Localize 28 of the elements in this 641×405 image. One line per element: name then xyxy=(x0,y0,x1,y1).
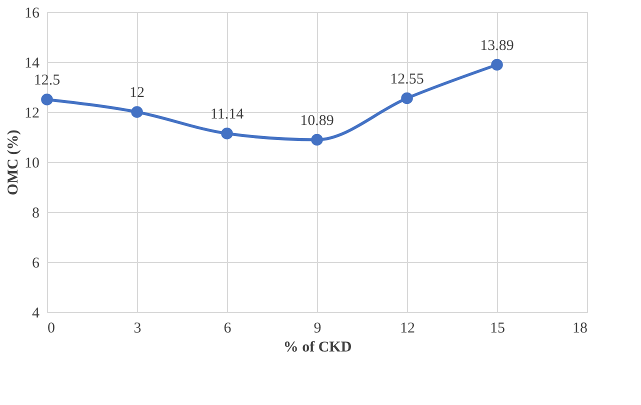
data-label: 12 xyxy=(130,85,144,101)
y-tick-label: 16 xyxy=(24,6,40,22)
data-label: 13.89 xyxy=(480,38,514,54)
y-tick-label: 12 xyxy=(24,106,40,122)
x-tick-label: 9 xyxy=(314,320,322,336)
x-tick-label: 0 xyxy=(48,320,55,336)
y-tick-label: 6 xyxy=(32,256,40,272)
x-tick-label: 12 xyxy=(400,320,415,336)
point xyxy=(401,92,413,104)
x-tick-label: 6 xyxy=(224,320,232,336)
data-label: 10.89 xyxy=(300,112,334,129)
data-label: 11.14 xyxy=(210,106,244,122)
data-label: 12.5 xyxy=(34,72,60,88)
y-tick-label: 8 xyxy=(32,206,40,222)
point xyxy=(41,94,53,106)
y-tick-label: 4 xyxy=(32,306,40,322)
y-tick-label: 10 xyxy=(24,156,40,172)
x-axis-title: % of CKD xyxy=(283,340,352,356)
point xyxy=(221,128,233,140)
point xyxy=(491,58,503,71)
y-tick-label: 14 xyxy=(24,56,40,72)
point xyxy=(131,106,143,118)
point xyxy=(311,134,323,146)
x-tick-label: 15 xyxy=(490,320,505,336)
x-tick-label: 18 xyxy=(572,320,588,336)
data-label: 12.55 xyxy=(390,71,424,88)
x-tick-label: 3 xyxy=(134,320,142,336)
y-axis-title: OMC (%) xyxy=(6,130,22,196)
